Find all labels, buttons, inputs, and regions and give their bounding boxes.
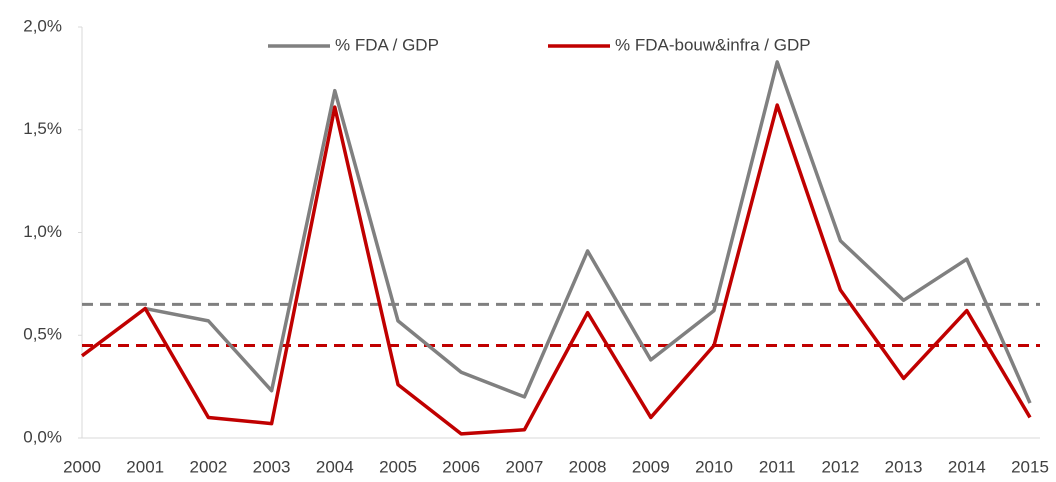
x-tick-label: 2007	[505, 457, 543, 476]
legend-label: % FDA / GDP	[335, 35, 439, 54]
y-tick-label: 0,5%	[23, 325, 62, 344]
x-tick-label: 2002	[189, 457, 227, 476]
y-tick-label: 1,5%	[23, 119, 62, 138]
x-tick-label: 2013	[885, 457, 923, 476]
x-tick-label: 2001	[126, 457, 164, 476]
y-tick-label: 0,0%	[23, 427, 62, 446]
legend-label: % FDA-bouw&infra / GDP	[615, 35, 811, 54]
x-tick-label: 2011	[759, 457, 796, 476]
y-tick-label: 2,0%	[23, 16, 62, 35]
x-tick-label: 2012	[821, 457, 859, 476]
x-tick-label: 2000	[63, 457, 101, 476]
x-tick-label: 2006	[442, 457, 480, 476]
x-tick-label: 2003	[253, 457, 291, 476]
series-line	[144, 60, 1032, 404]
x-tick-label: 2015	[1011, 457, 1049, 476]
x-tick-label: 2004	[316, 457, 354, 476]
series-line	[80, 103, 1032, 436]
x-tick-label: 2010	[695, 457, 733, 476]
x-tick-label: 2014	[948, 457, 986, 476]
x-tick-label: 2009	[632, 457, 670, 476]
x-tick-label: 2008	[569, 457, 607, 476]
y-tick-label: 1,0%	[23, 222, 62, 241]
x-tick-label: 2005	[379, 457, 417, 476]
